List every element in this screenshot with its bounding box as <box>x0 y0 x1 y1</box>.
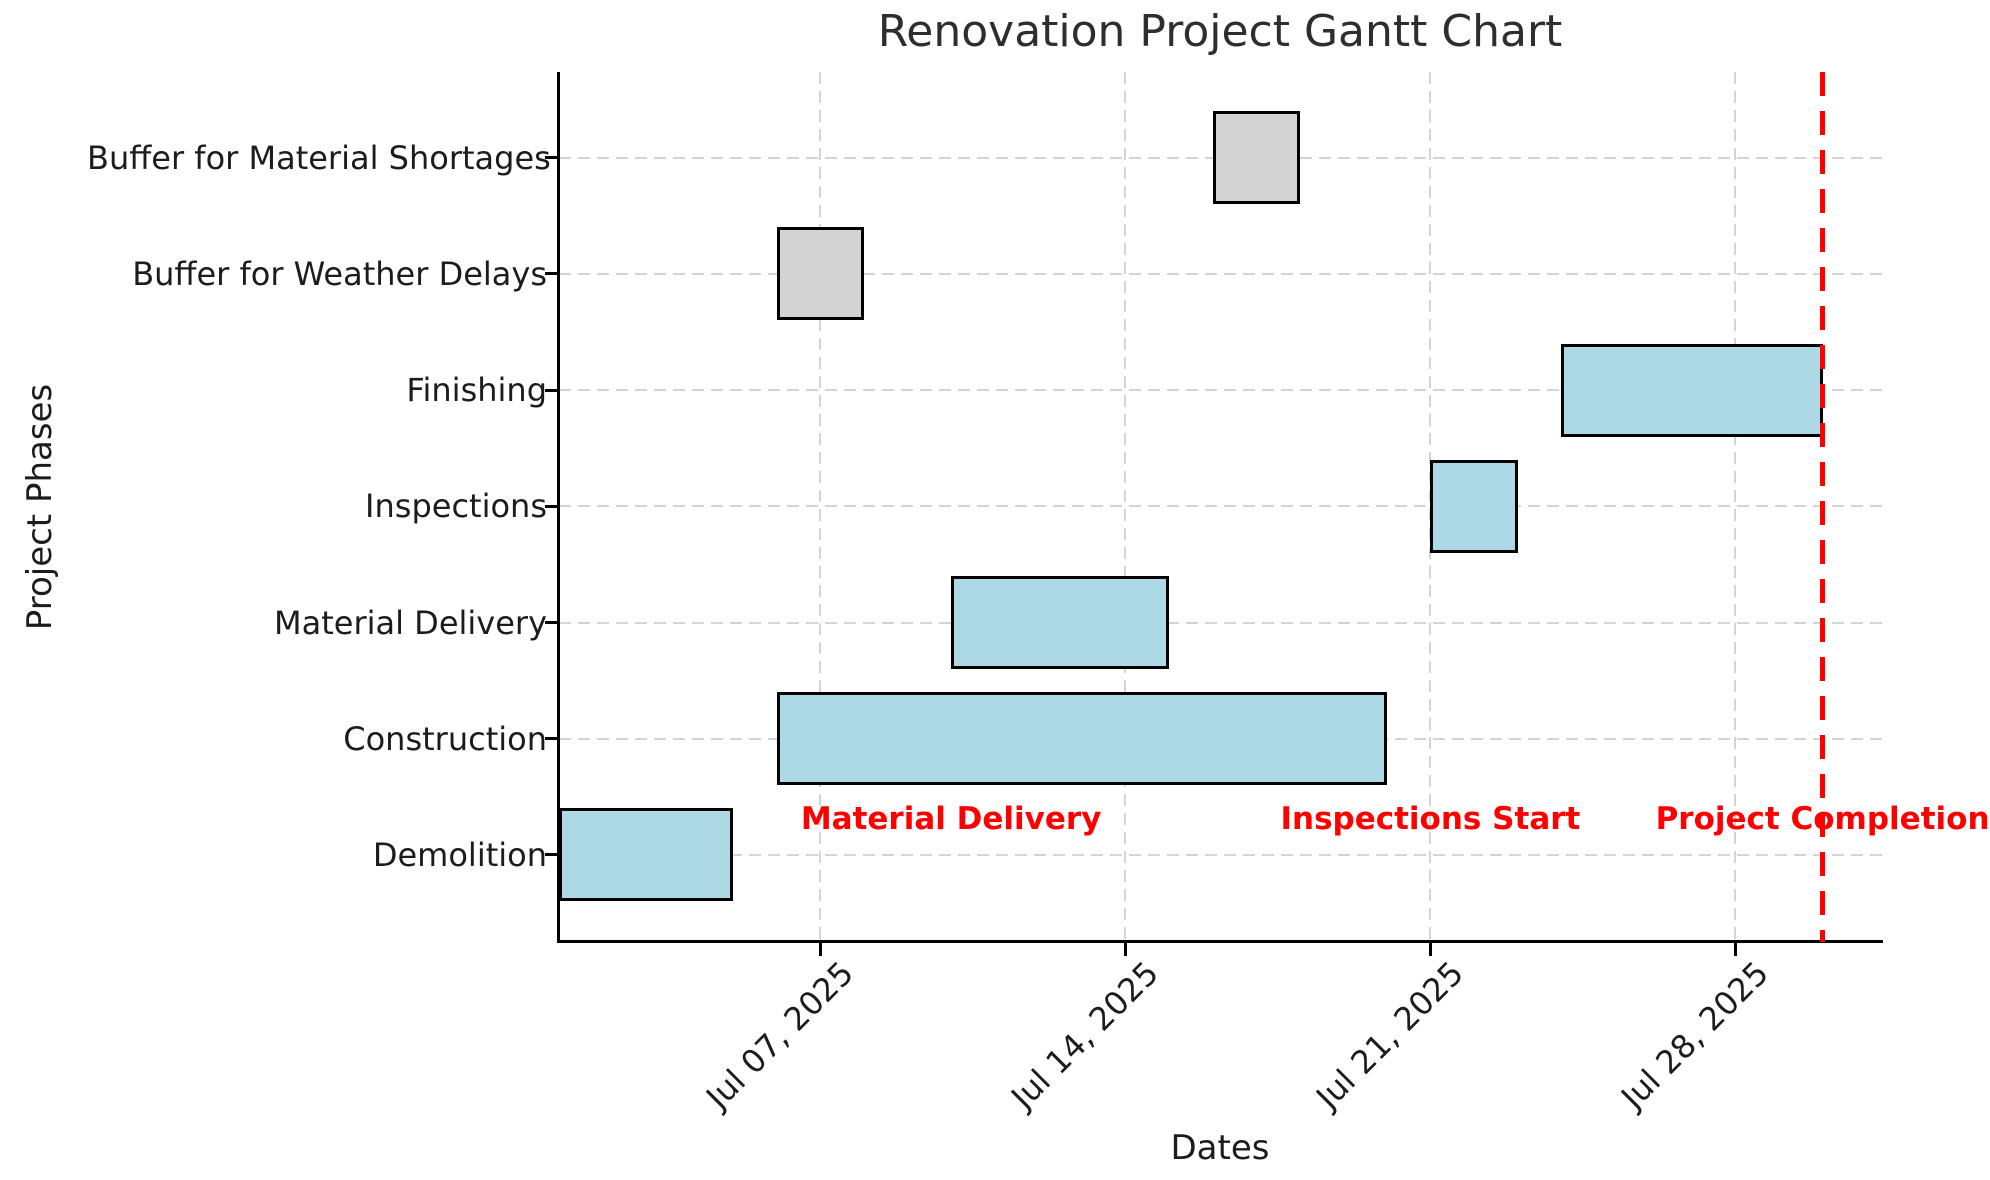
x-tick-mark-jul-21-2025 <box>1428 942 1432 956</box>
y-tick-mark-buffer-for-material-shortages <box>545 156 559 160</box>
chart-title: Renovation Project Gantt Chart <box>877 6 1563 57</box>
y-tick-label-material-delivery: Material Delivery <box>274 603 547 642</box>
y-tick-mark-material-delivery <box>545 621 559 624</box>
gridline-row-demolition <box>559 853 1883 856</box>
project-completion-line <box>1820 72 1826 942</box>
gantt-bar-finishing <box>1561 343 1823 437</box>
milestone-label-inspections-start: Inspections Start <box>1280 801 1581 837</box>
gantt-bar-demolition <box>559 808 734 902</box>
gantt-bar-inspections <box>1430 459 1518 553</box>
gridline-row-finishing <box>559 389 1883 392</box>
gantt-bar-material-delivery <box>951 576 1169 669</box>
gridline-date-jul-28-2025 <box>1734 72 1737 942</box>
x-tick-mark-jul-07-2025 <box>818 942 822 956</box>
y-axis-title: Project Phases <box>20 383 60 631</box>
x-tick-mark-jul-14-2025 <box>1123 942 1127 956</box>
y-tick-label-demolition: Demolition <box>372 835 547 874</box>
y-tick-mark-construction <box>545 737 559 741</box>
y-tick-mark-inspections <box>545 504 559 508</box>
gridline-date-jul-14-2025 <box>1124 72 1127 942</box>
gridline-row-buffer-for-weather-delays <box>559 272 1883 275</box>
x-tick-mark-jul-28-2025 <box>1733 942 1737 956</box>
x-axis-title: Dates <box>1170 1128 1270 1168</box>
y-tick-label-inspections: Inspections <box>365 487 547 526</box>
gantt-bar-construction <box>776 692 1387 786</box>
y-tick-mark-demolition <box>545 853 559 857</box>
y-tick-mark-finishing <box>545 388 559 392</box>
gridline-row-material-delivery <box>559 621 1883 624</box>
milestone-label-project-completion: Project Completion <box>1655 801 1990 837</box>
gantt-bar-buffer-for-material-shortages <box>1212 111 1300 205</box>
y-tick-label-construction: Construction <box>343 719 547 758</box>
y-tick-label-buffer-for-weather-delays: Buffer for Weather Delays <box>132 254 547 293</box>
gridline-row-inspections <box>559 505 1883 508</box>
gantt-bar-buffer-for-weather-delays <box>776 227 864 321</box>
gridline-date-jul-07-2025 <box>819 72 822 942</box>
milestone-label-material-delivery: Material Delivery <box>800 801 1102 837</box>
y-tick-label-finishing: Finishing <box>406 371 547 410</box>
y-tick-mark-buffer-for-weather-delays <box>545 272 559 276</box>
y-tick-label-buffer-for-material-shortages: Buffer for Material Shortages <box>87 138 551 177</box>
